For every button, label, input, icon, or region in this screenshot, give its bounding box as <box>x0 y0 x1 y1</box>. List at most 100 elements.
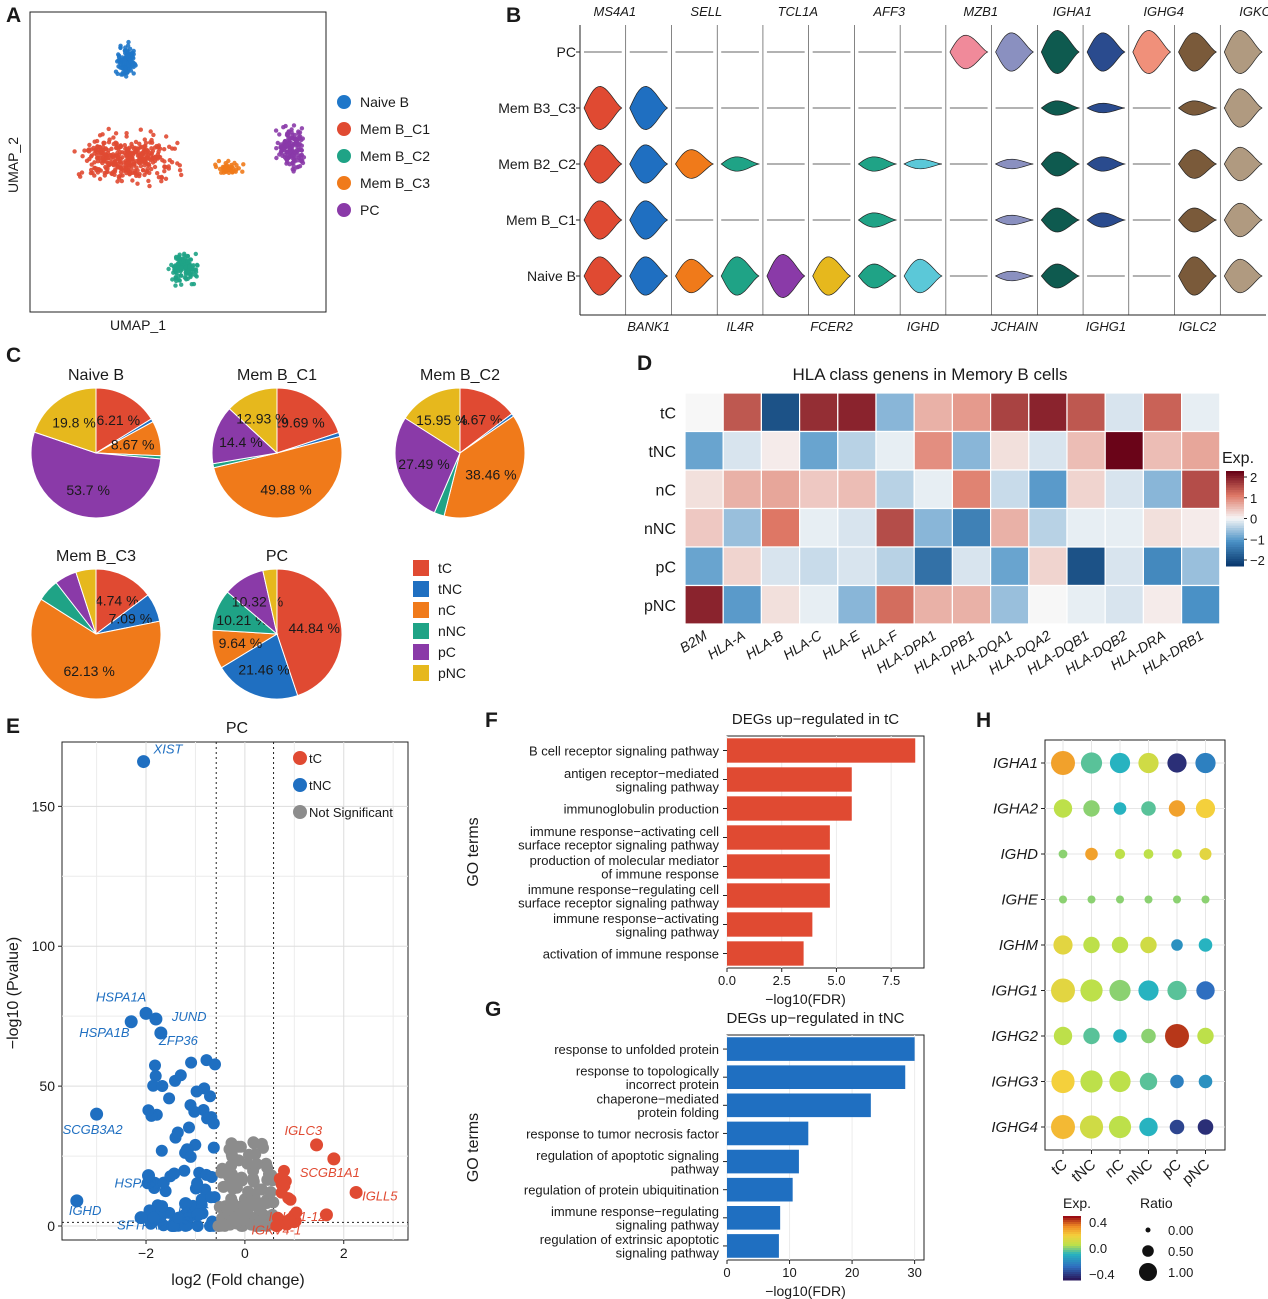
umap-point-3 <box>230 166 236 171</box>
bar <box>727 1121 809 1146</box>
umap-point-1 <box>129 141 134 147</box>
volcano-point-label: SCGB1A1 <box>300 1165 360 1180</box>
heatmap-colorbar-step <box>1226 513 1244 517</box>
umap-point-2 <box>174 256 179 261</box>
bar-y-axis-label: GO terms <box>465 817 482 886</box>
volcano-title: PC <box>226 720 248 737</box>
violin-shape <box>949 34 989 70</box>
dotplot-exp-tick-label: −0.4 <box>1089 1267 1115 1282</box>
heatmap-cell <box>1104 584 1144 625</box>
dotplot-dot <box>1111 936 1129 954</box>
volcano-point-label: HSPA1A <box>96 989 146 1004</box>
heatmap-cell <box>913 507 954 548</box>
umap-point-4 <box>274 146 279 151</box>
heatmap-colorbar-step <box>1226 497 1244 500</box>
dotplot-dot <box>1087 895 1096 904</box>
heatmap-cell <box>1104 546 1144 587</box>
heatmap-colorbar-step <box>1226 547 1244 550</box>
pie-title: PC <box>266 548 288 565</box>
violin-shape <box>1177 100 1218 116</box>
volcano-point <box>149 1070 162 1082</box>
volcano-point-label: IGLL5 <box>362 1188 398 1203</box>
volcano-point <box>147 1079 160 1092</box>
umap-point-2 <box>188 257 193 262</box>
umap-point-1 <box>124 134 129 139</box>
bar <box>727 1065 906 1089</box>
umap-point-1 <box>127 160 132 165</box>
umap-point-1 <box>94 155 100 161</box>
umap-point-1 <box>87 142 92 148</box>
volcano-legend-swatch <box>293 751 307 765</box>
dotplot-dot <box>1083 1027 1100 1045</box>
heatmap-cell <box>1142 469 1183 510</box>
violin-gene-label-bottom: JCHAIN <box>990 319 1039 334</box>
heatmap-cell <box>1104 507 1144 548</box>
umap-point-1 <box>139 144 144 150</box>
violin-shape <box>720 156 761 172</box>
volcano-point <box>271 1211 284 1224</box>
dotplot-dot <box>1079 1115 1104 1139</box>
umap-point-1 <box>155 152 161 157</box>
violin-shape <box>720 256 760 296</box>
bar-x-tick-label: 20 <box>845 1265 859 1280</box>
volcano-point <box>185 1056 198 1069</box>
umap-point-1 <box>92 151 97 156</box>
volcano-point <box>156 1080 169 1092</box>
volcano-point <box>155 1144 168 1157</box>
umap-point-1 <box>119 178 125 184</box>
heatmap-cell <box>1104 430 1144 471</box>
heatmap-cell <box>1066 584 1106 625</box>
dotplot-dot <box>1165 1024 1189 1048</box>
violin-gene-label-bottom: IL4R <box>726 319 753 334</box>
dotplot-ratio-legend-title: Ratio <box>1140 1195 1173 1211</box>
violin-shape <box>1086 32 1126 72</box>
heatmap-colorbar-step <box>1226 535 1244 538</box>
umap-point-1 <box>115 150 120 156</box>
volcano-point <box>188 1105 201 1118</box>
umap-point-1 <box>113 131 119 136</box>
dotplot-dot <box>1138 980 1159 1001</box>
umap-point-2 <box>177 278 182 283</box>
volcano-point <box>149 1059 161 1072</box>
heatmap-cell <box>875 507 915 548</box>
umap-point-1 <box>101 140 106 145</box>
umap-point-1 <box>124 131 129 136</box>
umap-point-1 <box>123 166 129 171</box>
volcano-point-label: IGHD <box>69 1203 102 1218</box>
volcano-point <box>233 1211 246 1224</box>
umap-point-2 <box>187 264 192 270</box>
dotplot-row-label: IGHA1 <box>993 755 1038 772</box>
dotplot-dot <box>1138 752 1159 774</box>
umap-point-1 <box>92 160 97 165</box>
umap-point-1 <box>150 156 155 162</box>
umap-point-0 <box>125 43 131 48</box>
violin-shape <box>583 256 623 296</box>
umap-point-1 <box>170 146 175 151</box>
heatmap-colorbar-step <box>1226 478 1244 481</box>
volcano-point-label: HSPA6 <box>115 1176 157 1191</box>
violin-shape <box>812 256 852 296</box>
dotplot-colorbar-step <box>1063 1258 1081 1261</box>
heatmap-cell <box>989 584 1030 625</box>
pie-slice <box>220 633 299 700</box>
dotplot-ratio-legend-dot <box>1139 1263 1157 1281</box>
pie-legend-swatch <box>413 602 429 618</box>
dotplot-ratio-tick-label: 0.00 <box>1168 1223 1193 1238</box>
pie-title: Mem B_C2 <box>420 367 500 384</box>
umap-point-1 <box>131 146 137 151</box>
heatmap-cell <box>684 546 724 587</box>
volcano-x-tick-label: 2 <box>340 1245 348 1261</box>
heatmap-colorbar-step <box>1226 487 1244 491</box>
volcano-point <box>207 1141 220 1154</box>
pie-slice <box>276 568 343 697</box>
volcano-point <box>221 1203 234 1216</box>
violin-gene-label-top: AFF3 <box>872 4 906 19</box>
volcano-labeled-point <box>327 1152 341 1166</box>
violin-shape <box>994 270 1034 282</box>
volcano-y-tick-label: 50 <box>39 1078 55 1094</box>
heatmap-colorbar-step <box>1226 556 1244 560</box>
umap-point-4 <box>296 153 301 158</box>
dotplot-dot <box>1144 895 1153 904</box>
umap-point-1 <box>92 139 97 144</box>
umap-point-1 <box>155 145 160 150</box>
